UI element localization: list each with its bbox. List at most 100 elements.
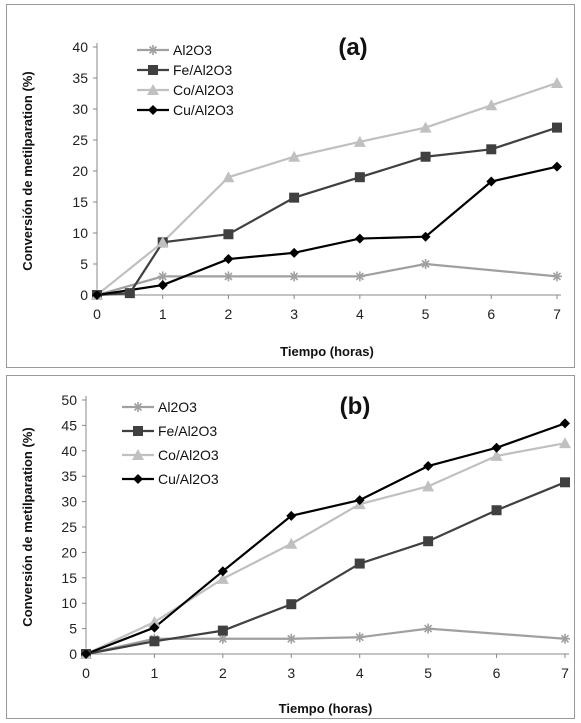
data-point [560, 633, 570, 644]
data-point [222, 171, 235, 183]
y-tick-label: 30 [72, 101, 88, 117]
data-point [354, 172, 365, 183]
y-axis-title: Conversión de metilparation (%) [20, 427, 35, 626]
x-tick-label: 6 [493, 665, 501, 681]
y-tick-label: 5 [69, 621, 77, 637]
panel-label: (a) [338, 34, 367, 61]
data-point [289, 247, 300, 258]
data-point [486, 144, 497, 155]
data-point [485, 99, 498, 111]
data-point [216, 572, 229, 584]
data-point [124, 288, 135, 299]
data-point [92, 290, 102, 300]
data-point [423, 536, 434, 547]
x-tick-label: 3 [287, 665, 295, 681]
legend-label: Fe/Al2O3 [158, 423, 217, 439]
data-point [354, 233, 365, 244]
legend-marker [133, 426, 143, 436]
data-point [149, 622, 160, 633]
x-tick-label: 5 [422, 306, 430, 322]
legend-marker [132, 449, 144, 460]
x-tick-label: 0 [93, 306, 101, 322]
y-tick-label: 25 [61, 519, 77, 535]
series-line-co-al2o3 [96, 81, 558, 296]
data-point [491, 442, 502, 453]
x-tick-label: 2 [225, 306, 233, 322]
legend-marker [133, 402, 143, 412]
y-tick-label: 10 [72, 225, 88, 241]
data-point [353, 135, 366, 147]
legend-label: Al2O3 [158, 399, 197, 415]
data-point [560, 418, 570, 429]
legend-marker [147, 84, 159, 95]
x-tick-label: 1 [151, 665, 159, 681]
y-tick-label: 10 [61, 595, 77, 611]
data-point [420, 259, 431, 269]
legend-label: Cu/Al2O3 [173, 102, 234, 118]
x-axis-title: Tiempo (horas) [279, 701, 373, 716]
data-point [422, 480, 435, 492]
data-point [148, 615, 161, 627]
legend-label: Co/Al2O3 [173, 82, 234, 98]
data-point [286, 599, 297, 610]
data-point [149, 636, 160, 647]
y-tick-label: 15 [61, 570, 77, 586]
data-point [157, 280, 168, 291]
legend-label: Fe/Al2O3 [173, 62, 232, 78]
y-tick-label: 5 [80, 256, 88, 272]
data-point [288, 150, 301, 162]
data-point [486, 176, 497, 187]
panel-label: (b) [340, 393, 371, 420]
data-point [420, 231, 431, 242]
data-point [420, 151, 431, 162]
data-point [423, 461, 434, 472]
series-line-fe-al2o3 [85, 481, 566, 656]
legend-marker [133, 474, 143, 484]
data-point [552, 161, 562, 172]
y-tick-label: 20 [72, 163, 88, 179]
data-point [560, 477, 570, 488]
series-line-co-al2o3 [85, 442, 566, 655]
y-tick-label: 35 [61, 468, 77, 484]
y-tick-label: 40 [61, 443, 77, 459]
data-point [285, 537, 298, 549]
y-tick-label: 30 [61, 494, 77, 510]
data-point [491, 505, 502, 516]
data-point [419, 121, 432, 133]
x-tick-label: 7 [561, 665, 569, 681]
y-tick-label: 45 [61, 417, 77, 433]
data-point [551, 76, 563, 88]
x-tick-label: 2 [219, 665, 227, 681]
series-line-cu-al2o3 [96, 165, 558, 297]
chart-panel-b: 0 5 10 15 20 25 30 35 40 45 50 0 1 2 3 4 5 6 7 Tiempo (hora… [6, 375, 575, 719]
y-tick-label: 50 [61, 392, 77, 408]
data-point [289, 271, 300, 282]
legend-label: Cu/Al2O3 [158, 471, 219, 487]
data-point [223, 271, 234, 282]
data-point [552, 122, 562, 133]
series-line-cu-al2o3 [85, 422, 566, 656]
x-tick-label: 0 [82, 665, 90, 681]
data-point [156, 236, 169, 248]
data-point [223, 229, 234, 240]
data-point [81, 649, 91, 659]
x-tick-label: 7 [553, 306, 561, 322]
data-point [559, 437, 571, 449]
y-tick-label: 25 [72, 132, 88, 148]
data-point [423, 623, 434, 634]
data-point [354, 632, 365, 643]
data-point [354, 495, 365, 506]
chart-panel-a: 0 5 10 15 20 25 30 35 40 0 1 2 3 4 5 6 7 Tiempo (horas) Co… [6, 4, 575, 368]
x-tick-label: 6 [487, 306, 495, 322]
y-tick-label: 40 [72, 39, 88, 55]
data-point [223, 254, 234, 265]
y-tick-label: 20 [61, 544, 77, 560]
legend-label: Co/Al2O3 [158, 447, 219, 463]
x-tick-label: 4 [356, 306, 364, 322]
x-tick-label: 5 [424, 665, 432, 681]
x-tick-label: 1 [159, 306, 167, 322]
data-point [552, 271, 562, 282]
data-point [289, 192, 300, 203]
legend-marker [148, 105, 158, 115]
